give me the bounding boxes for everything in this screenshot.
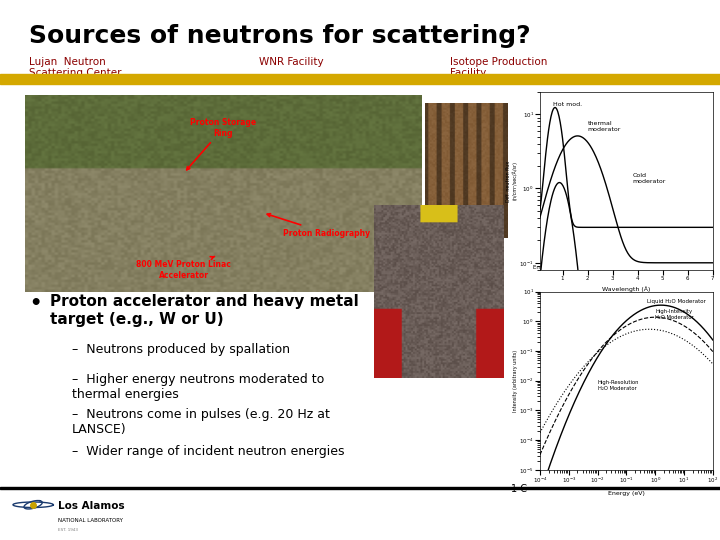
Text: Liquid H₂O Moderator: Liquid H₂O Moderator: [647, 299, 706, 305]
Text: Proton Storage
Ring: Proton Storage Ring: [186, 118, 256, 170]
Text: EST. 1943: EST. 1943: [58, 528, 78, 532]
Text: WNR Facility: WNR Facility: [259, 57, 324, 67]
Text: thermal
moderator: thermal moderator: [588, 121, 621, 132]
Text: Hot mod.: Hot mod.: [552, 102, 582, 107]
Text: Proton Radiography: Proton Radiography: [267, 214, 370, 238]
Text: Energy (eV): Energy (eV): [533, 265, 565, 270]
Text: Sources of neutrons for scattering?: Sources of neutrons for scattering?: [29, 24, 531, 48]
Bar: [0, 487, 720, 489]
Text: 800 MeV Proton Linac
Accelerator: 800 MeV Proton Linac Accelerator: [136, 256, 231, 280]
Text: –  Neutrons produced by spallation: – Neutrons produced by spallation: [72, 343, 290, 356]
Y-axis label: Intensity (arbitrary units): Intensity (arbitrary units): [513, 349, 518, 412]
Text: –  Neutrons come in pulses (e.g. 20 Hz at
LANSCE): – Neutrons come in pulses (e.g. 20 Hz at…: [72, 408, 330, 436]
Text: –  Higher energy neutrons moderated to
thermal energies: – Higher energy neutrons moderated to th…: [72, 373, 324, 401]
Text: Cold
moderator: Cold moderator: [633, 173, 666, 184]
Text: Isotope Production
Facility: Isotope Production Facility: [450, 57, 547, 78]
Text: Lujan  Neutron
Scattering Center: Lujan Neutron Scattering Center: [29, 57, 121, 78]
Text: NATIONAL LABORATORY: NATIONAL LABORATORY: [58, 518, 122, 523]
Text: High-Resolution
H₂O Moderator: High-Resolution H₂O Moderator: [598, 380, 639, 390]
X-axis label: Wavelength (Å): Wavelength (Å): [602, 287, 651, 293]
Text: –  Wider range of incident neutron energies: – Wider range of incident neutron energi…: [72, 446, 344, 458]
Text: 1 C: 1 C: [511, 484, 527, 494]
X-axis label: Energy (eV): Energy (eV): [608, 491, 645, 496]
Text: High-Intensity
H₂O Moderator: High-Intensity H₂O Moderator: [655, 309, 694, 320]
Text: Proton accelerator and heavy metal
target (e.g., W or U): Proton accelerator and heavy metal targe…: [50, 294, 359, 327]
Text: •: •: [29, 294, 41, 313]
Text: Los Alamos: Los Alamos: [58, 501, 125, 511]
Y-axis label: Diff. neutron flux
(n/cm²/sec/Å/sr): Diff. neutron flux (n/cm²/sec/Å/sr): [506, 160, 518, 201]
Bar: [0, 74, 720, 84]
